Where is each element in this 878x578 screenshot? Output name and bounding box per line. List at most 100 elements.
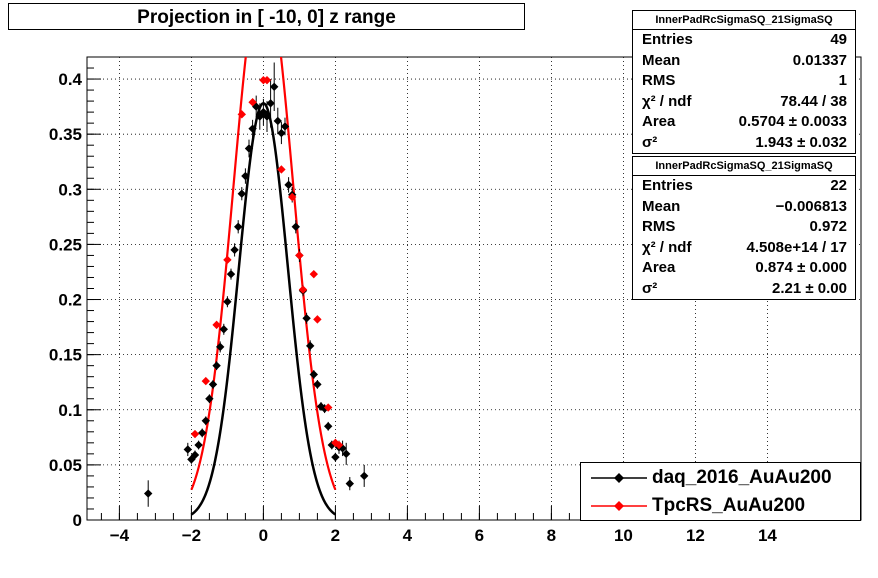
data-point-daq <box>291 222 300 231</box>
data-point-daq <box>244 144 254 153</box>
stats-row: χ² / ndf 4.508e+14 / 17 <box>633 238 855 259</box>
data-point-daq <box>273 116 282 126</box>
data-point-daq <box>331 452 340 462</box>
data-point-tpcrs <box>262 75 272 85</box>
data-point-daq <box>190 450 200 460</box>
stats-title: InnerPadRcSigmaSQ_21SigmaSQ <box>633 11 855 30</box>
stats-key: Entries <box>642 31 693 48</box>
data-point-daq <box>342 449 351 459</box>
data-point-tpcrs <box>223 255 232 265</box>
stats-box-daq: InnerPadRcSigmaSQ_21SigmaSQ Entries 49 Me… <box>632 10 856 154</box>
data-point-daq <box>219 325 228 334</box>
data-point-daq <box>223 297 232 306</box>
data-point-daq <box>360 471 369 481</box>
stats-value: 0.5704 ± 0.0033 <box>738 113 847 130</box>
x-tick-label: 6 <box>475 526 484 545</box>
data-point-daq <box>270 82 279 91</box>
data-point-daq <box>262 112 272 121</box>
x-tick-label: 2 <box>331 526 340 545</box>
legend-label: daq_2016_AuAu200 <box>652 467 832 488</box>
stats-value: −0.006813 <box>775 197 847 215</box>
y-tick-label: 0.35 <box>49 125 82 144</box>
stats-row: Entries 49 <box>633 30 855 51</box>
data-point-daq <box>306 341 315 351</box>
legend-item-tpcrs: TpcRS_AuAu200 <box>581 493 860 521</box>
data-point-daq <box>230 245 239 255</box>
data-point-daq <box>205 394 214 403</box>
data-point-daq <box>226 269 236 279</box>
data-point-tpcrs <box>201 376 210 386</box>
stats-row: χ² / ndf 78.44 / 38 <box>633 92 855 113</box>
stats-row: Mean −0.006813 <box>633 197 855 218</box>
stats-value: 0.874 ± 0.000 <box>755 259 847 276</box>
stats-value: 2.21 ± 0.00 <box>772 279 847 297</box>
data-point-tpcrs <box>248 97 257 107</box>
data-point-tpcrs <box>190 429 200 439</box>
data-point-tpcrs <box>295 251 304 260</box>
y-tick-label: 0.05 <box>49 456 82 475</box>
y-axis-ticks: 0 0.05 0.1 0.15 0.2 0.25 0.3 0.35 0.4 <box>49 67 101 530</box>
y-tick-label: 0.25 <box>49 235 82 254</box>
stats-row: Area 0.5704 ± 0.0033 <box>633 112 855 133</box>
data-point-daq <box>277 128 286 138</box>
data-point-daq <box>183 445 192 454</box>
stats-key: Area <box>642 259 676 276</box>
y-tick-label: 0.3 <box>58 180 82 199</box>
y-tick-label: 0.15 <box>49 346 82 365</box>
data-point-daq <box>266 99 275 108</box>
fit-curve-daq <box>190 102 337 516</box>
stats-key: RMS <box>642 72 676 89</box>
data-point-tpcrs <box>298 285 308 294</box>
data-point-daq <box>284 180 293 190</box>
data-point-daq <box>237 189 246 198</box>
data-point-tpcrs <box>309 269 318 279</box>
stats-value: 49 <box>830 31 847 48</box>
legend: daq_2016_AuAu200 TpcRS_AuAu200 <box>580 462 861 521</box>
stats-key: σ² <box>642 133 658 151</box>
data-point-daq <box>280 122 290 131</box>
stats-box-tpcrs: InnerPadRcSigmaSQ_21SigmaSQ Entries 22 Me… <box>632 156 856 300</box>
x-tick-label: 8 <box>547 526 556 545</box>
stats-row: Area 0.874 ± 0.000 <box>633 258 855 279</box>
x-tick-label: −4 <box>110 526 130 545</box>
data-point-daq <box>234 222 243 231</box>
y-tick-label: 0.2 <box>58 291 82 310</box>
data-point-daq <box>248 124 257 133</box>
data-point-daq <box>313 380 322 389</box>
data-point-daq <box>324 422 333 431</box>
legend-marker-black <box>591 473 647 483</box>
legend-item-daq: daq_2016_AuAu200 <box>581 465 860 493</box>
data-point-daq <box>241 171 250 181</box>
data-points <box>144 62 369 507</box>
data-point-daq <box>198 428 207 438</box>
stats-key: χ² / ndf <box>642 238 692 256</box>
data-point-daq <box>302 314 311 323</box>
stats-key: RMS <box>642 218 676 235</box>
stats-key: σ² <box>642 279 658 297</box>
legend-marker-red <box>591 501 647 511</box>
data-point-daq <box>144 489 153 498</box>
stats-key: Area <box>642 113 676 130</box>
stats-value: 0.972 <box>809 218 847 235</box>
stats-key: Entries <box>642 177 693 194</box>
data-point-daq <box>208 380 218 389</box>
data-point-tpcrs <box>324 403 333 412</box>
stats-value: 0.01337 <box>792 51 847 69</box>
chart-title: Projection in [ -10, 0] z range <box>8 3 525 30</box>
stats-row: Mean 0.01337 <box>633 51 855 72</box>
stats-value: 1 <box>838 72 847 89</box>
stats-value: 4.508e+14 / 17 <box>746 238 847 256</box>
x-tick-label: 0 <box>259 526 268 545</box>
data-point-daq <box>345 479 354 488</box>
stats-row: RMS 1 <box>633 71 855 92</box>
stats-value: 22 <box>830 177 847 194</box>
stats-title: InnerPadRcSigmaSQ_21SigmaSQ <box>633 157 855 176</box>
data-point-tpcrs <box>237 110 246 119</box>
legend-label: TpcRS_AuAu200 <box>652 495 806 516</box>
y-tick-label: 0.4 <box>58 70 82 89</box>
data-point-daq <box>194 440 203 450</box>
stats-value: 1.943 ± 0.032 <box>755 133 847 151</box>
stats-row: Entries 22 <box>633 176 855 197</box>
y-tick-label: 0 <box>73 511 82 530</box>
data-point-daq <box>212 361 221 370</box>
